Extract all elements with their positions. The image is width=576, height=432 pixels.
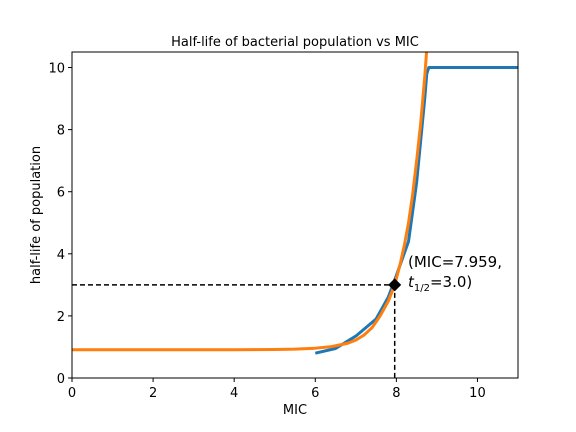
x-tick-label: 0	[68, 386, 76, 401]
series-group	[72, 52, 518, 355]
x-tick-label: 8	[392, 386, 400, 401]
annotation-t-subscript: 1/2	[414, 283, 430, 294]
y-tick-label: 8	[57, 124, 65, 139]
y-axis-ticks: 0 2 4 6 8 10	[48, 62, 72, 387]
annotation-t-symbol: t	[408, 273, 415, 291]
y-tick-label: 0	[57, 372, 65, 387]
marker-group	[388, 278, 402, 292]
annotation-line-2: t1/2=3.0)	[408, 273, 472, 294]
reference-lines	[72, 284, 396, 378]
x-tick-label: 10	[469, 386, 486, 401]
y-axis-label: half-life of population	[29, 146, 44, 284]
y-tick-label: 6	[57, 186, 65, 201]
x-axis-label: MIC	[283, 403, 307, 418]
x-tick-label: 6	[311, 386, 319, 401]
plot-layer	[72, 52, 518, 378]
y-tick-label: 10	[48, 62, 65, 77]
y-tick-label: 2	[57, 310, 65, 325]
x-tick-label: 4	[230, 386, 238, 401]
series-line-1	[314, 66, 518, 355]
x-tick-label: 2	[149, 386, 157, 401]
series-line-2	[72, 52, 429, 352]
y-tick-label: 4	[57, 248, 65, 263]
plot-frame	[71, 51, 519, 379]
intersection-marker	[388, 278, 402, 292]
chart-title: Half-life of bacterial population vs MIC	[171, 35, 419, 50]
annotation-line-1: (MIC=7.959,	[408, 253, 502, 271]
annotation-value: =3.0)	[430, 273, 472, 291]
x-axis-ticks: 0 2 4 6 8 10	[68, 378, 486, 401]
